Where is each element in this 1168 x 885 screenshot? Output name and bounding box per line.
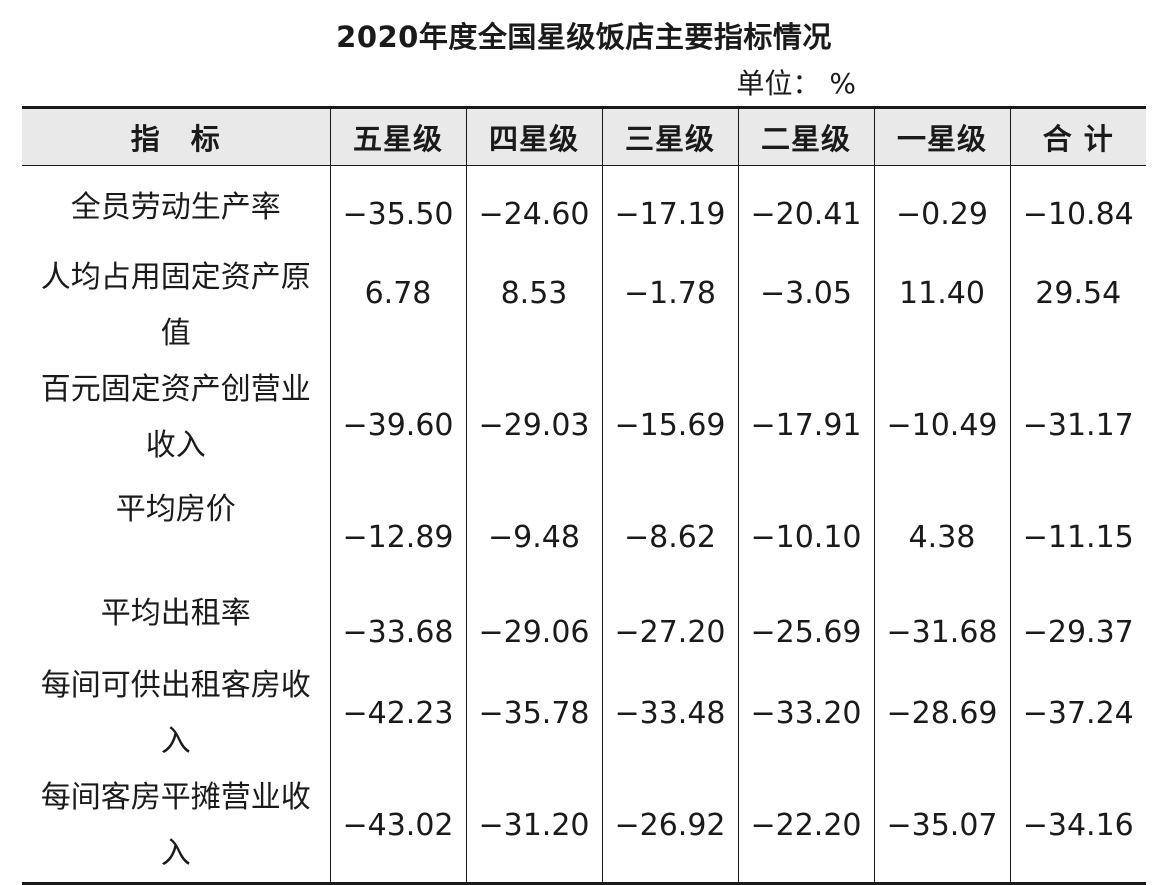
table-cell: 6.78 [329, 249, 466, 362]
row-label: 平均出租率 [100, 595, 251, 631]
table-cell: −34.16 [1009, 769, 1146, 885]
table-cell: −12.89 [329, 473, 466, 586]
header-five-star: 五星级 [329, 106, 466, 166]
header-one-star: 一星级 [873, 106, 1010, 166]
table-cell: −17.91 [737, 361, 874, 474]
table-cell: −25.69 [737, 585, 874, 658]
row-label: 百元固定资产创营业收入 [40, 371, 311, 463]
table-cell: −29.06 [465, 585, 602, 658]
table-cell: −22.20 [737, 769, 874, 885]
table-title: 2020年度全国星级饭店主要指标情况 [336, 20, 832, 54]
table-row: 全员劳动生产率 −35.50 −24.60 −17.19 −20.41 −0.2… [22, 165, 1146, 250]
table-cell: −0.29 [873, 165, 1010, 250]
table-cell: −10.84 [1009, 165, 1146, 250]
table-cell: −35.07 [873, 769, 1010, 885]
table-row: 每间客房平摊营业收入 −43.02 −31.20 −26.92 −22.20 −… [22, 769, 1146, 885]
table-cell: −35.50 [329, 165, 466, 250]
table-cell: −33.48 [601, 657, 738, 770]
table-cell: −8.62 [601, 473, 738, 586]
table-cell: −31.68 [873, 585, 1010, 658]
header-total: 合 计 [1009, 106, 1146, 166]
table-cell: −35.78 [465, 657, 602, 770]
header-indicator: 指 标 [22, 106, 330, 166]
row-label: 人均占用固定资产原值 [40, 259, 311, 351]
table-cell: −17.19 [601, 165, 738, 250]
table-row: 平均房价 −12.89 −9.48 −8.62 −10.10 4.38 −11.… [22, 473, 1146, 586]
table-cell: −11.15 [1009, 473, 1146, 586]
table-cell: −43.02 [329, 769, 466, 885]
table-cell: −3.05 [737, 249, 874, 362]
table-cell: −29.03 [465, 361, 602, 474]
unit-label: 单位： % [736, 67, 856, 100]
table-cell: −1.78 [601, 249, 738, 362]
header-two-star: 二星级 [737, 106, 874, 166]
table-cell: −39.60 [329, 361, 466, 474]
table-cell: −28.69 [873, 657, 1010, 770]
table-row: 百元固定资产创营业收入 −39.60 −29.03 −15.69 −17.91 … [22, 361, 1146, 474]
table-cell: −33.68 [329, 585, 466, 658]
header-three-star: 三星级 [601, 106, 738, 166]
table-cell: 8.53 [465, 249, 602, 362]
table-row: 人均占用固定资产原值 6.78 8.53 −1.78 −3.05 11.40 2… [22, 249, 1146, 362]
table-cell: −20.41 [737, 165, 874, 250]
table-cell: 4.38 [873, 473, 1010, 586]
table-row: 平均出租率 −33.68 −29.06 −27.20 −25.69 −31.68… [22, 585, 1146, 658]
table-cell: −27.20 [601, 585, 738, 658]
table-cell: −29.37 [1009, 585, 1146, 658]
row-label: 每间客房平摊营业收入 [22, 769, 330, 885]
table-cell: −37.24 [1009, 657, 1146, 770]
row-label: 平均房价 [115, 491, 236, 527]
table-cell: −33.20 [737, 657, 874, 770]
table-cell: −10.10 [737, 473, 874, 586]
table-cell: −15.69 [601, 361, 738, 474]
indicator-table: 指 标 五星级 四星级 三星级 二星级 一星级 合 计 全员劳动生产率 −35.… [22, 106, 1146, 885]
table-cell: −42.23 [329, 657, 466, 770]
row-label: 每间可供出租客房收入 [40, 667, 311, 759]
table-row: 每间可供出租客房收入 −42.23 −35.78 −33.48 −33.20 −… [22, 657, 1146, 770]
table-cell: −31.17 [1009, 361, 1146, 474]
table-cell: −9.48 [465, 473, 602, 586]
table-cell: −24.60 [465, 165, 602, 250]
row-label: 全员劳动生产率 [70, 189, 281, 225]
table-cell: 11.40 [873, 249, 1010, 362]
header-row: 指 标 五星级 四星级 三星级 二星级 一星级 合 计 [22, 106, 1146, 166]
table-cell: 29.54 [1009, 249, 1146, 362]
table-cell: −31.20 [465, 769, 602, 885]
table-cell: −26.92 [601, 769, 738, 885]
table-cell: −10.49 [873, 361, 1010, 474]
header-four-star: 四星级 [465, 106, 602, 166]
